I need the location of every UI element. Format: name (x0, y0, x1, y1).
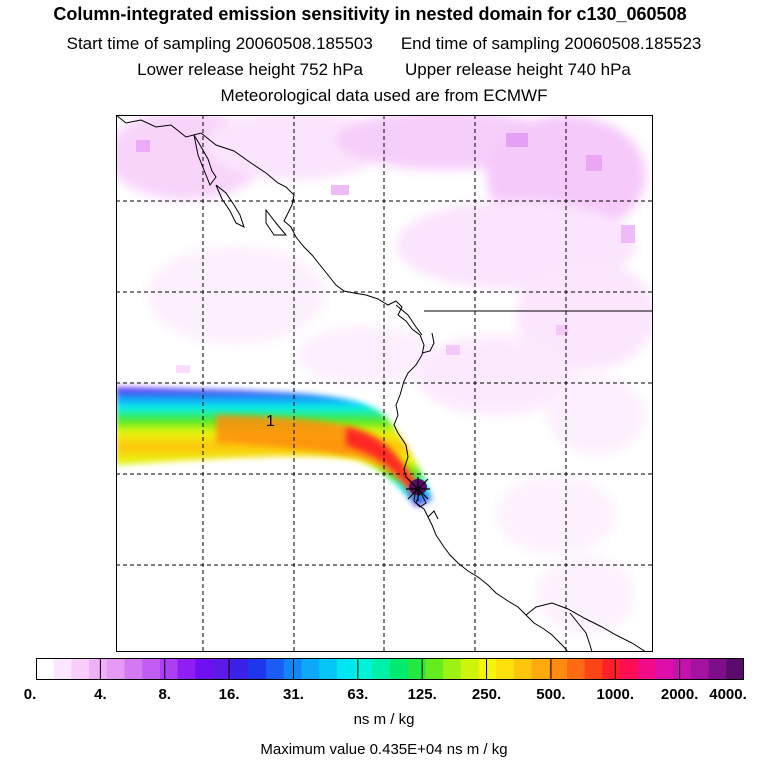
release-heights: Lower release height 752 hPa Upper releas… (0, 60, 768, 80)
colorbar-swatch (230, 658, 249, 680)
colorbar-swatch (708, 658, 727, 680)
colorbar-swatch (390, 658, 409, 680)
colorbar-swatch (354, 658, 373, 680)
colorbar-tick-label: 4. (94, 686, 107, 703)
colorbar-tick-label: 500. (536, 686, 566, 703)
colorbar-tick-label: 16. (218, 686, 240, 703)
emission-plume (116, 387, 432, 507)
colorbar-swatch (655, 658, 674, 680)
colorbar-swatch (584, 658, 603, 680)
colorbar-tick-label: 0. (23, 686, 37, 703)
political-boundaries (424, 310, 653, 652)
colorbar-swatch (673, 658, 692, 680)
colorbar-swatch (567, 658, 586, 680)
colorbar-swatch (89, 658, 108, 680)
colorbar-swatch (637, 658, 656, 680)
colorbar-tick-label: 4000. (709, 686, 747, 703)
colorbar-swatch (372, 658, 391, 680)
colorbar-swatch (283, 658, 302, 680)
colorbar-tick-label: 125. (407, 686, 437, 703)
colorbar-swatch (266, 658, 285, 680)
colorbar-swatch (124, 658, 143, 680)
figure-title: Column-integrated emission sensitivity i… (53, 4, 687, 24)
start-time: Start time of sampling 20060508.185503 (66, 34, 373, 53)
colorbar-swatch (195, 658, 214, 680)
met-data-note: Meteorological data used are from ECMWF (220, 86, 548, 105)
colorbar-swatch (53, 658, 72, 680)
colorbar-swatch (478, 658, 497, 680)
lat-lon-grid (116, 115, 653, 652)
colorbar-swatch (443, 658, 462, 680)
colorbar-swatch (726, 658, 744, 680)
colorbar (36, 658, 744, 680)
colorbar-swatch (425, 658, 444, 680)
colorbar-swatch (602, 658, 621, 680)
colorbar-swatch (407, 658, 426, 680)
colorbar-tick-label: 2000. (660, 686, 699, 703)
colorbar-swatch (36, 658, 55, 680)
lower-release-height: Lower release height 752 hPa (137, 60, 363, 79)
colorbar-swatch (496, 658, 515, 680)
colorbar-tick-label: 250. (471, 686, 502, 703)
colorbar-swatch (460, 658, 479, 680)
sensitivity-map: 1 (116, 115, 653, 652)
colorbar-swatch (248, 658, 267, 680)
colorbar-swatch (336, 658, 356, 680)
colorbar-swatch (213, 658, 232, 680)
colorbar-swatch (142, 658, 161, 680)
coastline (116, 115, 569, 652)
colorbar-swatch (106, 658, 125, 680)
colorbar-tick-label: 1000. (596, 686, 635, 703)
colorbar-swatch (177, 658, 196, 680)
colorbar-tick-label: 31. (283, 686, 304, 703)
upper-release-height: Upper release height 740 hPa (405, 60, 631, 79)
maximum-value: Maximum value 0.435E+04 ns m / kg (260, 741, 508, 758)
end-time: End time of sampling 20060508.185523 (400, 34, 702, 53)
colorbar-swatch (690, 658, 710, 680)
map-frame (116, 115, 653, 652)
colorbar-swatch (513, 658, 533, 680)
colorbar-swatch (549, 658, 568, 680)
background-speckles (136, 133, 635, 373)
colorbar-swatch (159, 658, 179, 680)
colorbar-tick-label: 63. (347, 686, 369, 703)
plume-age-label: 1 (266, 413, 275, 430)
colorbar-tick-label: 8. (158, 686, 171, 703)
colorbar-swatch (319, 658, 338, 680)
colorbar-swatch (301, 658, 320, 680)
colorbar-swatch (531, 658, 550, 680)
colorbar-frame (36, 658, 744, 680)
colorbar-swatch (620, 658, 639, 680)
colorbar-units: ns m / kg (353, 711, 415, 728)
colorbar-swatch (71, 658, 90, 680)
sampling-times: Start time of sampling 20060508.185503 En… (0, 34, 768, 54)
release-point-marker (406, 477, 430, 501)
